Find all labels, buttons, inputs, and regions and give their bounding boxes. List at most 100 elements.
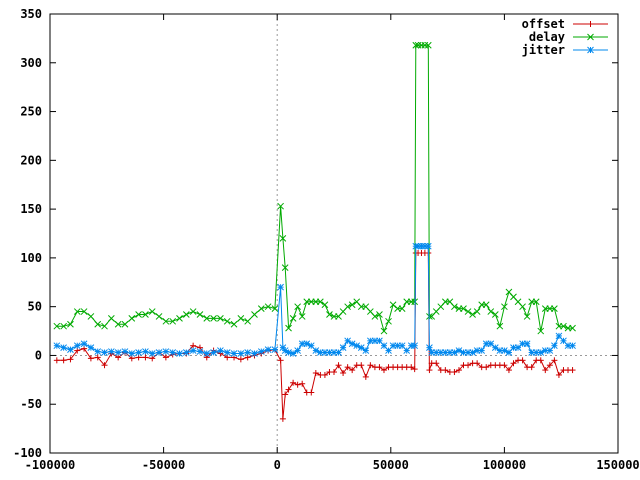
point-delay [257,305,265,312]
point-offset [321,371,328,378]
series-line-jitter [56,245,573,355]
point-delay-d2 [551,305,558,312]
point-jitter [294,347,302,354]
point-delay-d2 [519,303,526,311]
point-offset [505,367,512,374]
point-jitter-d2 [53,342,61,350]
point-offset [451,369,458,376]
point-delay-d2 [482,301,490,309]
point-delay [412,41,420,49]
point-delay [121,320,129,328]
point-jitter [257,348,265,355]
point-offset [162,354,169,361]
point-jitter [203,350,211,357]
point-delay-d2 [223,317,231,325]
y-tick-label: -100 [13,446,42,460]
point-delay-d2 [451,303,458,311]
point-offset [142,354,149,361]
point-jitter-d2 [339,344,347,351]
point-offset [294,381,301,388]
point-delay [380,327,388,335]
point-delay [281,264,289,271]
point-delay [451,303,458,311]
point-delay-d2 [264,303,272,311]
point-delay [189,308,197,315]
point-delay-d2 [217,315,224,322]
point-delay [128,315,136,322]
point-delay-d2 [321,301,329,309]
point-delay [223,317,231,325]
point-delay-d2 [523,313,531,320]
point-jitter [223,349,231,356]
point-jitter-d2 [60,344,67,351]
point-jitter-d2 [271,346,279,353]
y-tick-label: 100 [20,251,42,265]
point-delay-d2 [385,317,392,325]
point-delay-d2 [294,303,302,311]
point-jitter [67,346,74,353]
point-delay-d2 [505,288,513,296]
point-jitter [148,350,156,357]
point-jitter-d2 [289,350,297,357]
point-delay-d2 [411,298,419,306]
point-offset [279,415,286,422]
point-offset [94,354,101,361]
point-jitter [362,347,370,354]
point-offset [408,364,415,371]
point-offset [349,367,356,374]
point-offset [362,373,369,380]
point-delay-d2 [53,322,61,330]
point-delay [142,311,149,318]
point-jitter-d2 [182,349,190,356]
point-delay [348,301,356,309]
point-delay [523,313,531,320]
point-delay [67,320,74,328]
point-delay-d2 [537,327,545,335]
point-jitter-d2 [560,337,567,345]
point-delay-d2 [569,324,576,332]
point-jitter-d2 [478,347,486,354]
point-jitter [101,349,108,356]
y-tick-label: 250 [20,105,42,119]
point-delay [298,313,306,320]
point-jitter [135,349,142,356]
point-jitter-d2 [251,350,258,357]
point-delay-d2 [317,298,324,306]
point-delay-d2 [491,311,499,318]
point-delay [289,315,297,322]
y-tick-label: 150 [20,202,42,216]
point-delay-d2 [412,41,420,49]
point-jitter-d2 [80,340,88,348]
point-delay-d2 [510,293,517,301]
point-jitter [403,347,411,354]
point-jitter [210,349,217,356]
point-delay-d2 [376,311,383,318]
point-jitter-d2 [203,350,211,357]
point-offset [465,362,472,369]
point-delay-d2 [80,308,88,315]
point-delay [203,315,211,322]
point-delay-d2 [344,303,351,311]
point-delay [279,235,287,242]
point-jitter-d2 [196,348,204,355]
point-delay [371,313,379,320]
point-offset [455,367,462,374]
point-delay [411,298,419,306]
x-tick-label: 50000 [373,458,409,472]
y-tick-label: 350 [20,7,42,21]
point-jitter [155,349,163,356]
point-delay [73,308,81,315]
point-delay-d2 [230,320,238,328]
point-offset [285,386,292,393]
point-jitter-d2 [348,340,356,348]
point-offset [87,355,94,362]
point-jitter-d2 [176,350,183,357]
point-delay-d2 [237,315,245,322]
point-delay-d2 [203,315,211,322]
x-tick-label: 150000 [596,458,639,472]
point-offset [335,362,342,369]
point-delay-d2 [398,305,406,312]
legend-marker-jitter [587,46,594,54]
point-jitter [385,347,392,354]
x-tick-label: -50000 [142,458,185,472]
